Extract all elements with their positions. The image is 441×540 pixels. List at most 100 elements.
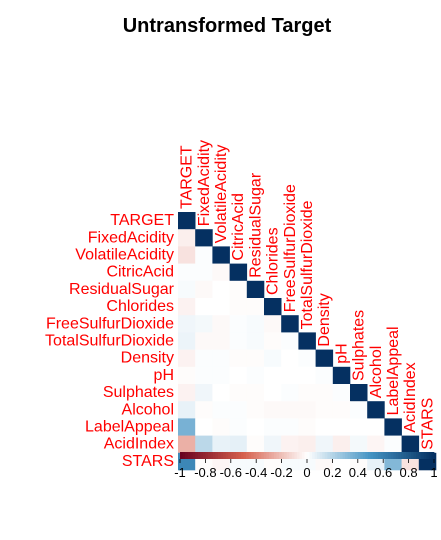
- cell-Sulphates-TotalSulfurDioxide: [298, 384, 316, 402]
- cell-ResidualSugar-ResidualSugar: [246, 280, 265, 299]
- colorbar-segment: [266, 452, 270, 459]
- colorbar-tick-label: 0.2: [323, 465, 341, 480]
- colorbar-segment: [319, 452, 323, 459]
- cell-LabelAppeal-TotalSulfurDioxide: [298, 418, 316, 436]
- cell-LabelAppeal-Alcohol: [367, 418, 385, 436]
- cell-pH-VolatileAcidity: [212, 366, 230, 385]
- cell-LabelAppeal-Chlorides: [264, 418, 282, 436]
- colorbar-segment: [370, 452, 374, 459]
- colorbar-segment: [273, 452, 277, 459]
- colorbar-segment: [291, 452, 295, 459]
- colorbar-segment: [340, 452, 343, 459]
- cell-FreeSulfurDioxide-VolatileAcidity: [212, 315, 230, 333]
- colorbar-segment: [360, 452, 364, 459]
- colorbar-segment: [352, 452, 356, 459]
- colorbar-segment: [289, 452, 293, 459]
- cell-CitricAcid-VolatileAcidity: [212, 263, 230, 282]
- cell-AcidIndex-CitricAcid: [229, 435, 248, 454]
- colorbar-segment: [350, 452, 354, 459]
- colorbar-tick-label: 0.4: [349, 465, 367, 480]
- colorbar-segment: [431, 452, 435, 459]
- colorbar-segment: [314, 452, 318, 459]
- colorbar-tick-label: 0: [303, 465, 310, 480]
- column-label: FixedAcidity: [196, 140, 213, 226]
- cell-Chlorides-FixedAcidity: [195, 298, 213, 316]
- colorbar-segment: [327, 452, 331, 459]
- colorbar-tick-label: 0.6: [374, 465, 392, 480]
- colorbar-segment: [296, 452, 300, 459]
- cell-AcidIndex-Sulphates: [350, 435, 368, 454]
- colorbar-segment: [383, 452, 387, 459]
- cell-Alcohol-TotalSulfurDioxide: [298, 401, 316, 419]
- colorbar-segment: [398, 452, 402, 459]
- colorbar-segment: [180, 452, 183, 459]
- colorbar-segment: [413, 452, 417, 459]
- colorbar-segment: [202, 452, 206, 459]
- row-label: FreeSulfurDioxide: [46, 315, 174, 332]
- cell-pH-FreeSulfurDioxide: [281, 366, 299, 385]
- colorbar-segment: [279, 452, 282, 459]
- column-label: ResidualSugar: [247, 172, 264, 278]
- cell-FixedAcidity-TARGET: [178, 229, 196, 247]
- cell-Alcohol-Chlorides: [264, 401, 282, 419]
- colorbar-segment: [228, 452, 232, 459]
- cell-FreeSulfurDioxide-FreeSulfurDioxide: [281, 315, 299, 333]
- column-label: pH: [333, 343, 350, 363]
- colorbar-segment: [421, 452, 425, 459]
- colorbar-segment: [230, 452, 234, 459]
- colorbar-tick-label: 1: [430, 465, 437, 480]
- cell-Alcohol-CitricAcid: [229, 401, 248, 419]
- colorbar-segment: [284, 452, 288, 459]
- colorbar-segment: [235, 452, 239, 459]
- cell-Alcohol-Alcohol: [367, 401, 385, 419]
- colorbar-segment: [220, 452, 224, 459]
- cell-Density-TotalSulfurDioxide: [298, 349, 316, 368]
- colorbar-segment: [312, 452, 316, 459]
- cell-FreeSulfurDioxide-ResidualSugar: [246, 315, 265, 333]
- cell-FreeSulfurDioxide-FixedAcidity: [195, 315, 213, 333]
- column-label: AcidIndex: [402, 362, 419, 432]
- cell-ResidualSugar-FixedAcidity: [195, 280, 213, 299]
- colorbar-segment: [240, 452, 244, 459]
- colorbar-segment: [385, 452, 389, 459]
- colorbar-segment: [390, 452, 394, 459]
- colorbar-segment: [373, 452, 376, 459]
- column-label: FreeSulfurDioxide: [282, 184, 299, 312]
- cell-Alcohol-ResidualSugar: [246, 401, 265, 419]
- colorbar-segment: [329, 452, 333, 459]
- row-label: CitricAcid: [106, 264, 174, 281]
- row-label: Density: [121, 350, 174, 367]
- cell-pH-TotalSulfurDioxide: [298, 366, 316, 385]
- row-label: TotalSulfurDioxide: [45, 333, 174, 350]
- cell-Sulphates-Density: [315, 384, 334, 402]
- cell-LabelAppeal-VolatileAcidity: [212, 418, 230, 436]
- cell-TARGET-TARGET: [178, 212, 196, 230]
- cell-TotalSulfurDioxide-CitricAcid: [229, 332, 248, 350]
- row-label: STARS: [122, 453, 174, 470]
- cell-Density-FreeSulfurDioxide: [281, 349, 299, 368]
- colorbar-segment: [205, 452, 209, 459]
- colorbar-segment: [342, 452, 346, 459]
- colorbar-segment: [294, 452, 298, 459]
- cell-AcidIndex-AcidIndex: [401, 435, 420, 454]
- row-label: Alcohol: [122, 401, 174, 418]
- column-label: TotalSulfurDioxide: [299, 200, 316, 329]
- cell-AcidIndex-LabelAppeal: [384, 435, 402, 454]
- colorbar-ticks: -1 -0.8 -0.6 -0.4 -0.2 0 0.2 0.4 0.6 0.8 1: [174, 459, 438, 480]
- colorbar-segment: [418, 452, 422, 459]
- cell-Chlorides-CitricAcid: [229, 298, 248, 316]
- cell-Sulphates-TARGET: [178, 384, 196, 402]
- cell-Alcohol-VolatileAcidity: [212, 401, 230, 419]
- colorbar-segment: [408, 452, 412, 459]
- colorbar-segment: [215, 452, 219, 459]
- cell-Alcohol-FixedAcidity: [195, 401, 213, 419]
- colorbar-segment: [253, 452, 257, 459]
- cell-Sulphates-Chlorides: [264, 384, 282, 402]
- colorbar-segment: [416, 452, 420, 459]
- cell-CitricAcid-TARGET: [178, 263, 196, 282]
- cell-VolatileAcidity-FixedAcidity: [195, 246, 213, 264]
- colorbar-segment: [233, 452, 237, 459]
- colorbar-segment: [347, 452, 351, 459]
- cell-pH-CitricAcid: [229, 366, 248, 385]
- colorbar-segment: [362, 452, 366, 459]
